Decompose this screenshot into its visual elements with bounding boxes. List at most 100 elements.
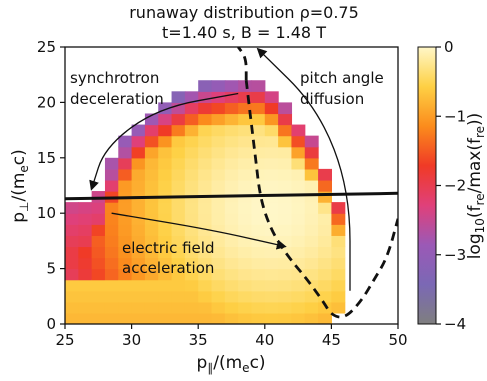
heatmap-cell: [251, 113, 266, 126]
heatmap-cell: [171, 235, 186, 248]
heatmap-cell: [211, 268, 226, 281]
heatmap-cell: [291, 235, 306, 248]
heatmap-cell: [78, 246, 93, 259]
heatmap-cell: [91, 312, 106, 324]
heatmap-cell: [118, 268, 133, 281]
heatmap-cell: [158, 213, 173, 225]
heatmap-cell: [118, 224, 133, 236]
heatmap-cell: [65, 257, 79, 270]
x-tick-label: 25: [55, 331, 74, 349]
heatmap-cell: [318, 312, 332, 324]
heatmap-cell: [104, 224, 119, 236]
heatmap-cell: [158, 246, 173, 259]
heatmap-cell: [238, 268, 253, 281]
heatmap-cell: [331, 301, 346, 314]
heatmap-cell: [198, 91, 213, 103]
heatmap-cell: [331, 235, 346, 248]
heatmap-cell: [131, 301, 146, 314]
y-tick-label: 0: [46, 315, 56, 333]
heatmap-cell: [224, 279, 239, 292]
heatmap-cell: [318, 202, 332, 214]
heatmap-cell: [65, 224, 79, 236]
heatmap-cell: [118, 235, 133, 248]
heatmap-cell: [318, 191, 332, 203]
heatmap-cell: [251, 246, 266, 259]
heatmap-cell: [278, 157, 293, 170]
heatmap-cell: [331, 224, 346, 236]
heatmap-cell: [251, 301, 266, 314]
heatmap-cell: [318, 268, 332, 281]
heatmap-cell: [184, 168, 199, 181]
y-tick-label: 25: [37, 38, 56, 56]
heatmap-cell: [171, 124, 186, 137]
heatmap-cell: [104, 257, 119, 270]
heatmap-cell: [198, 135, 213, 148]
heatmap-cell: [144, 235, 159, 248]
heatmap-cell: [104, 157, 119, 170]
heatmap-cell: [184, 301, 199, 314]
x-tick-label: 30: [122, 331, 141, 349]
plot-frame: [64, 46, 399, 325]
heatmap-cells: [65, 80, 346, 324]
heatmap-cell: [171, 157, 186, 170]
heatmap-cell: [238, 290, 253, 303]
heatmap-cell: [291, 246, 306, 259]
heatmap-cell: [171, 91, 186, 103]
heatmap-cell: [144, 257, 159, 270]
heatmap-cell: [318, 257, 332, 270]
heatmap-cell: [211, 102, 226, 115]
heatmap-cell: [171, 146, 186, 159]
heatmap-cell: [251, 213, 266, 225]
heatmap-cell: [251, 157, 266, 170]
heatmap-cell: [78, 235, 93, 248]
heatmap-cell: [224, 168, 239, 181]
heatmap-cell: [118, 179, 133, 192]
heatmap-cell: [211, 213, 226, 225]
heatmap-cell: [198, 157, 213, 170]
heatmap-cell: [318, 168, 332, 181]
heatmap-cell: [264, 135, 279, 148]
heatmap-cell: [264, 124, 279, 137]
heatmap-cell: [318, 246, 332, 259]
heatmap-cell: [184, 257, 199, 270]
heatmap-cell: [184, 91, 199, 103]
heatmap-cell: [278, 202, 293, 214]
heatmap-cell: [144, 202, 159, 214]
heatmap-cell: [251, 102, 266, 115]
colorbar-label: log10(fre/max(fre)): [465, 113, 487, 260]
heatmap-cell: [224, 268, 239, 281]
solid-line: [65, 191, 398, 201]
heatmap-cell: [198, 179, 213, 192]
heatmap-cell: [171, 301, 186, 314]
heatmap-cell: [158, 135, 173, 148]
heatmap-cell: [118, 290, 133, 303]
heatmap-cell: [91, 235, 106, 248]
heatmap-cell: [211, 312, 226, 324]
heatmap-cell: [65, 290, 79, 303]
heatmap-cell: [291, 224, 306, 236]
heatmap-cell: [224, 257, 239, 270]
heatmap-cell: [291, 168, 306, 181]
heatmap-cell: [158, 124, 173, 137]
heatmap-cell: [184, 124, 199, 137]
heatmap-cell: [158, 290, 173, 303]
heatmap-cell: [211, 246, 226, 259]
heatmap-cell: [198, 80, 213, 92]
heatmap-cell: [184, 268, 199, 281]
heatmap-cell: [91, 246, 106, 259]
heatmap-cell: [131, 179, 146, 192]
heatmap-cell: [158, 102, 173, 115]
heatmap-cell: [184, 279, 199, 292]
heatmap-cell: [278, 290, 293, 303]
heatmap-cell: [118, 168, 133, 181]
heatmap-cell: [118, 279, 133, 292]
heatmap-cell: [251, 124, 266, 137]
heatmap-cell: [211, 113, 226, 126]
heatmap-cell: [158, 312, 173, 324]
heatmap-cell: [91, 279, 106, 292]
heatmap-cell: [65, 246, 79, 259]
heatmap-cell: [331, 290, 346, 303]
heatmap-cell: [211, 124, 226, 137]
heatmap-cell: [304, 146, 319, 159]
heatmap-cell: [171, 290, 186, 303]
